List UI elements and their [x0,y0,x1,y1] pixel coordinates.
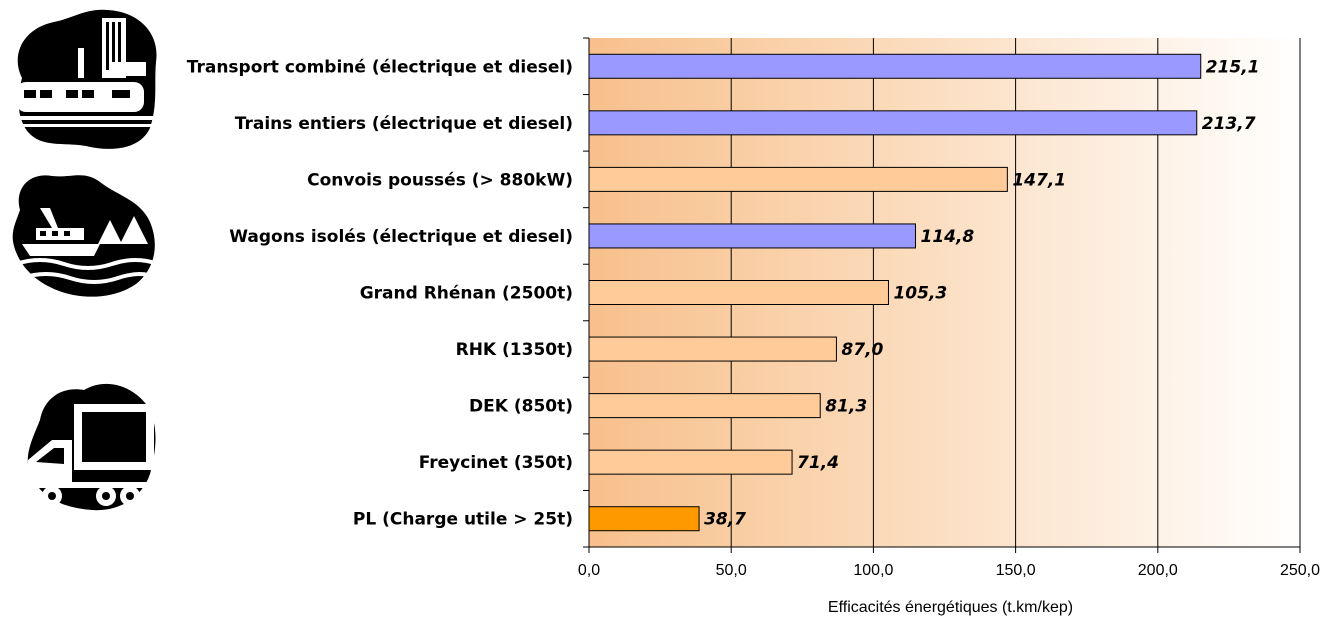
value-label: 215,1 [1206,57,1260,77]
value-label: 213,7 [1202,114,1256,134]
x-tick-label: 150,0 [996,562,1036,579]
bar [588,393,821,419]
value-label: 87,0 [841,340,883,360]
bars [588,53,1202,532]
x-tick-label: 100,0 [853,562,893,579]
value-label: 114,8 [920,227,974,247]
bar [588,449,793,475]
category-label: DEK (850t) [469,397,573,417]
category-label: Grand Rhénan (2500t) [360,284,573,304]
train-icon [14,9,157,149]
value-label: 147,1 [1012,170,1066,190]
category-label: Freycinet (350t) [419,453,573,473]
boat-icon [12,175,159,297]
bar [588,280,889,305]
category-label: RHK (1350t) [456,340,573,360]
axes: Transport combiné (électrique et diesel)… [187,37,1320,616]
bar [588,336,837,362]
x-tick-label: 50,0 [716,562,747,579]
category-label: Trains entiers (électrique et diesel) [235,114,573,134]
category-label: Convois poussés (> 880kW) [307,170,573,190]
bar [588,110,1198,136]
bar [588,506,700,532]
value-label: 81,3 [825,397,867,417]
x-axis-title: Efficacités énergétiques (t.km/kep) [828,599,1073,616]
x-tick-label: 0,0 [578,562,600,579]
category-label: Transport combiné (électrique et diesel) [187,57,573,77]
value-label: 105,3 [893,284,947,304]
bar [588,53,1202,79]
value-label: 38,7 [704,510,746,530]
category-label: Wagons isolés (électrique et diesel) [229,227,573,247]
x-tick-label: 200,0 [1138,562,1178,579]
x-tick-label: 250,0 [1280,562,1320,579]
bar [588,223,916,249]
category-label: PL (Charge utile > 25t) [353,510,573,530]
bar [588,166,1008,192]
value-label: 71,4 [797,453,839,473]
truck-icon [10,383,160,511]
